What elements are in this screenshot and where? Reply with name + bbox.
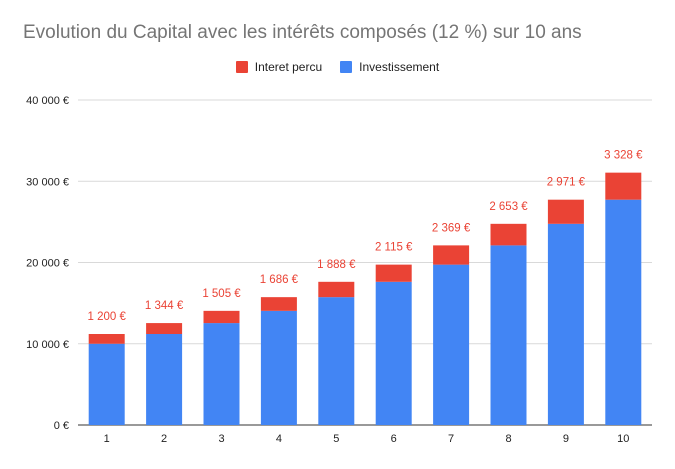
data-label: 1 888 € bbox=[317, 259, 356, 271]
data-label: 3 328 € bbox=[604, 150, 643, 162]
y-tick-label: 40 000 € bbox=[26, 95, 69, 107]
data-label: 2 653 € bbox=[489, 201, 528, 213]
legend-swatch-interet bbox=[235, 61, 248, 73]
bar-interet bbox=[547, 199, 584, 224]
bar-interet bbox=[203, 310, 240, 324]
y-tick-label: 30 000 € bbox=[26, 176, 69, 188]
bar-investissement bbox=[490, 245, 527, 425]
bar-investissement bbox=[203, 323, 240, 425]
legend: Interet percu Investissement bbox=[0, 60, 675, 74]
x-tick-label: 1 bbox=[104, 433, 110, 445]
data-label: 2 369 € bbox=[432, 222, 471, 234]
bar-interet bbox=[605, 172, 642, 200]
x-tick-label: 3 bbox=[218, 433, 224, 445]
bar-investissement bbox=[88, 343, 125, 425]
data-label: 1 686 € bbox=[260, 274, 299, 286]
x-tick-label: 2 bbox=[161, 433, 167, 445]
bar-interet bbox=[490, 223, 527, 246]
bar-interet bbox=[433, 245, 470, 265]
bar-investissement bbox=[605, 199, 642, 425]
y-tick-label: 0 € bbox=[54, 420, 69, 432]
bar-interet bbox=[88, 334, 125, 344]
bar-interet bbox=[260, 297, 297, 311]
legend-label-interet: Interet percu bbox=[254, 60, 323, 74]
legend-swatch-investissement bbox=[340, 61, 353, 73]
bar-investissement bbox=[260, 310, 297, 425]
bar-investissement bbox=[146, 334, 183, 425]
bar-investissement bbox=[375, 281, 412, 425]
x-tick-label: 8 bbox=[505, 433, 511, 445]
bar-interet bbox=[146, 323, 183, 334]
bar-investissement bbox=[433, 264, 470, 425]
data-label: 1 344 € bbox=[145, 300, 184, 312]
x-tick-label: 4 bbox=[276, 433, 282, 445]
data-label: 2 115 € bbox=[375, 242, 413, 254]
y-tick-label: 10 000 € bbox=[26, 339, 69, 351]
data-label: 2 971 € bbox=[547, 177, 586, 189]
x-tick-label: 9 bbox=[563, 433, 569, 445]
x-tick-label: 6 bbox=[391, 433, 397, 445]
data-label: 1 200 € bbox=[88, 311, 127, 323]
bar-interet bbox=[375, 264, 412, 282]
legend-label-investissement: Investissement bbox=[359, 60, 440, 74]
x-tick-label: 7 bbox=[448, 433, 454, 445]
x-tick-label: 5 bbox=[333, 433, 339, 445]
x-tick-label: 10 bbox=[617, 433, 629, 445]
bar-interet bbox=[318, 281, 355, 298]
legend-item-investissement[interactable]: Investissement bbox=[340, 60, 439, 74]
bar-investissement bbox=[318, 297, 355, 425]
bar-investissement bbox=[547, 223, 584, 425]
chart-title: Evolution du Capital avec les intérêts c… bbox=[23, 22, 582, 43]
data-label: 1 505 € bbox=[202, 288, 241, 300]
y-tick-label: 20 000 € bbox=[26, 258, 69, 270]
legend-item-interet[interactable]: Interet percu bbox=[235, 60, 323, 74]
